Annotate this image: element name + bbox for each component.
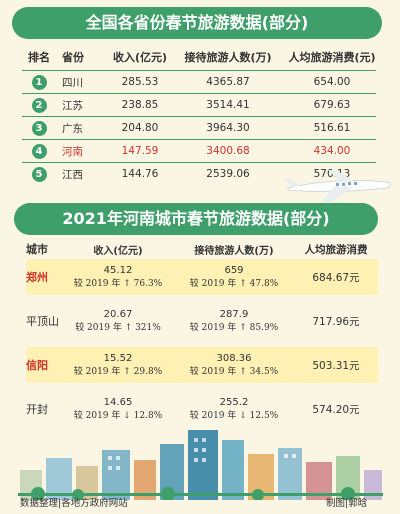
table-row: 郑州 45.12 较 2019 年 ↑ 76.3% 659 较 2019 年 ↑…: [26, 259, 378, 295]
province-cell: 江西: [62, 168, 83, 181]
visitors-cell: 3964.30: [206, 122, 250, 134]
income-cell: 204.80: [121, 122, 159, 134]
col-header-spend: 人均旅游消费(元): [288, 51, 376, 64]
income-compare: 较 2019 年 ↑ 76.3%: [73, 279, 163, 289]
income-cell: 285.53: [121, 76, 159, 88]
divider: [22, 139, 376, 140]
spend-cell: 679.63: [313, 99, 351, 111]
city-cell: 开封: [26, 403, 48, 416]
visitors-compare: 较 2019 年 ↑ 34.5%: [189, 367, 279, 377]
visitors-compare: 较 2019 年 ↑ 85.9%: [189, 323, 279, 333]
divider: [22, 93, 376, 94]
table-row-highlight: 4 河南 147.59 3400.68 434.00: [16, 140, 382, 162]
col-header-province: 省份: [62, 51, 84, 64]
visitors-compare: 较 2019 年 ↑ 47.8%: [189, 279, 279, 289]
col-header-city: 城市: [26, 243, 48, 256]
city-cell: 平顶山: [26, 315, 59, 328]
visitors-cell: 3400.68: [206, 145, 250, 157]
province-cell: 江苏: [62, 99, 83, 112]
visitors-value: 659: [224, 265, 244, 276]
table-header: 排名 省份 收入(亿元) 接待旅游人数(万) 人均旅游消费(元): [16, 44, 382, 70]
visitors-cell: 3514.41: [206, 99, 250, 111]
cities-table: 城市 收入(亿元) 接待旅游人数(万) 人均旅游消费 郑州 45.12 较 20…: [26, 239, 378, 435]
visitors-value: 287.9: [219, 309, 249, 320]
ground-line: [18, 493, 383, 496]
col-header-spend: 人均旅游消费: [304, 243, 368, 256]
income-cell: 238.85: [121, 99, 159, 111]
table-row: 平顶山 20.67 较 2019 年 ↑ 321% 287.9 较 2019 年…: [26, 303, 378, 339]
income-compare: 较 2019 年 ↑ 29.8%: [73, 367, 163, 377]
spend-value: 684.67元: [312, 271, 360, 284]
province-cell: 广东: [62, 122, 83, 135]
col-header-income: 收入(亿元): [112, 51, 168, 64]
visitors-compare: 较 2019 年 ↓ 12.5%: [189, 411, 279, 421]
spend-value: 717.96元: [312, 315, 360, 328]
table-header: 城市 收入(亿元) 接待旅游人数(万) 人均旅游消费: [26, 239, 378, 259]
provinces-table: 排名 省份 收入(亿元) 接待旅游人数(万) 人均旅游消费(元) 1 四川 28…: [16, 44, 382, 185]
divider: [22, 162, 376, 163]
table-row: 信阳 15.52 较 2019 年 ↑ 29.8% 308.36 较 2019 …: [26, 347, 378, 383]
visitors-cell: 2539.06: [206, 168, 250, 180]
income-value: 15.52: [103, 353, 133, 364]
table-row: 开封 14.65 较 2019 年 ↓ 12.8% 255.2 较 2019 年…: [26, 391, 378, 427]
city-cell: 郑州: [26, 271, 48, 284]
divider: [22, 70, 376, 71]
income-value: 45.12: [103, 265, 133, 276]
rank-badge: 4: [31, 143, 47, 159]
visitors-value: 308.36: [216, 353, 252, 364]
col-header-rank: 排名: [28, 51, 50, 64]
spend-value: 503.31元: [312, 359, 360, 372]
chart-credit: 制图|郭晗: [326, 498, 368, 509]
rank-badge: 2: [31, 97, 47, 113]
section1-title: 全国各省份春节旅游数据(部分): [12, 7, 382, 39]
rank-badge: 1: [31, 74, 47, 90]
spend-cell: 434.00: [313, 145, 351, 157]
income-value: 14.65: [103, 397, 133, 408]
table-row: 1 四川 285.53 4365.87 654.00: [16, 71, 382, 93]
table-row: 2 江苏 238.85 3514.41 679.63: [16, 94, 382, 116]
income-cell: 147.59: [121, 145, 159, 157]
section2-title: 2021年河南城市春节旅游数据(部分): [14, 203, 378, 235]
province-cell: 河南: [62, 145, 83, 158]
col-header-visitors: 接待旅游人数(万): [194, 245, 274, 257]
spend-value: 574.20元: [312, 403, 360, 416]
income-cell: 144.76: [121, 168, 159, 180]
income-compare: 较 2019 年 ↓ 12.8%: [73, 411, 163, 421]
data-source: 数据整理|各地方政府网站: [20, 498, 128, 509]
spend-cell: 654.00: [313, 76, 351, 88]
visitors-value: 255.2: [219, 397, 249, 408]
col-header-visitors: 接待旅游人数(万): [184, 51, 272, 64]
spend-cell: 516.61: [313, 122, 351, 134]
city-cell: 信阳: [26, 359, 48, 372]
rank-badge: 5: [31, 166, 47, 182]
rank-badge: 3: [31, 120, 47, 136]
table-row: 3 广东 204.80 3964.30 516.61: [16, 117, 382, 139]
income-compare: 较 2019 年 ↑ 321%: [75, 323, 161, 333]
province-cell: 四川: [62, 76, 83, 89]
col-header-income: 收入(亿元): [93, 245, 143, 257]
divider: [22, 116, 376, 117]
visitors-cell: 4365.87: [206, 76, 250, 88]
income-value: 20.67: [103, 309, 133, 320]
airplane-icon: [284, 170, 391, 202]
city-skyline-illustration: [20, 430, 382, 500]
